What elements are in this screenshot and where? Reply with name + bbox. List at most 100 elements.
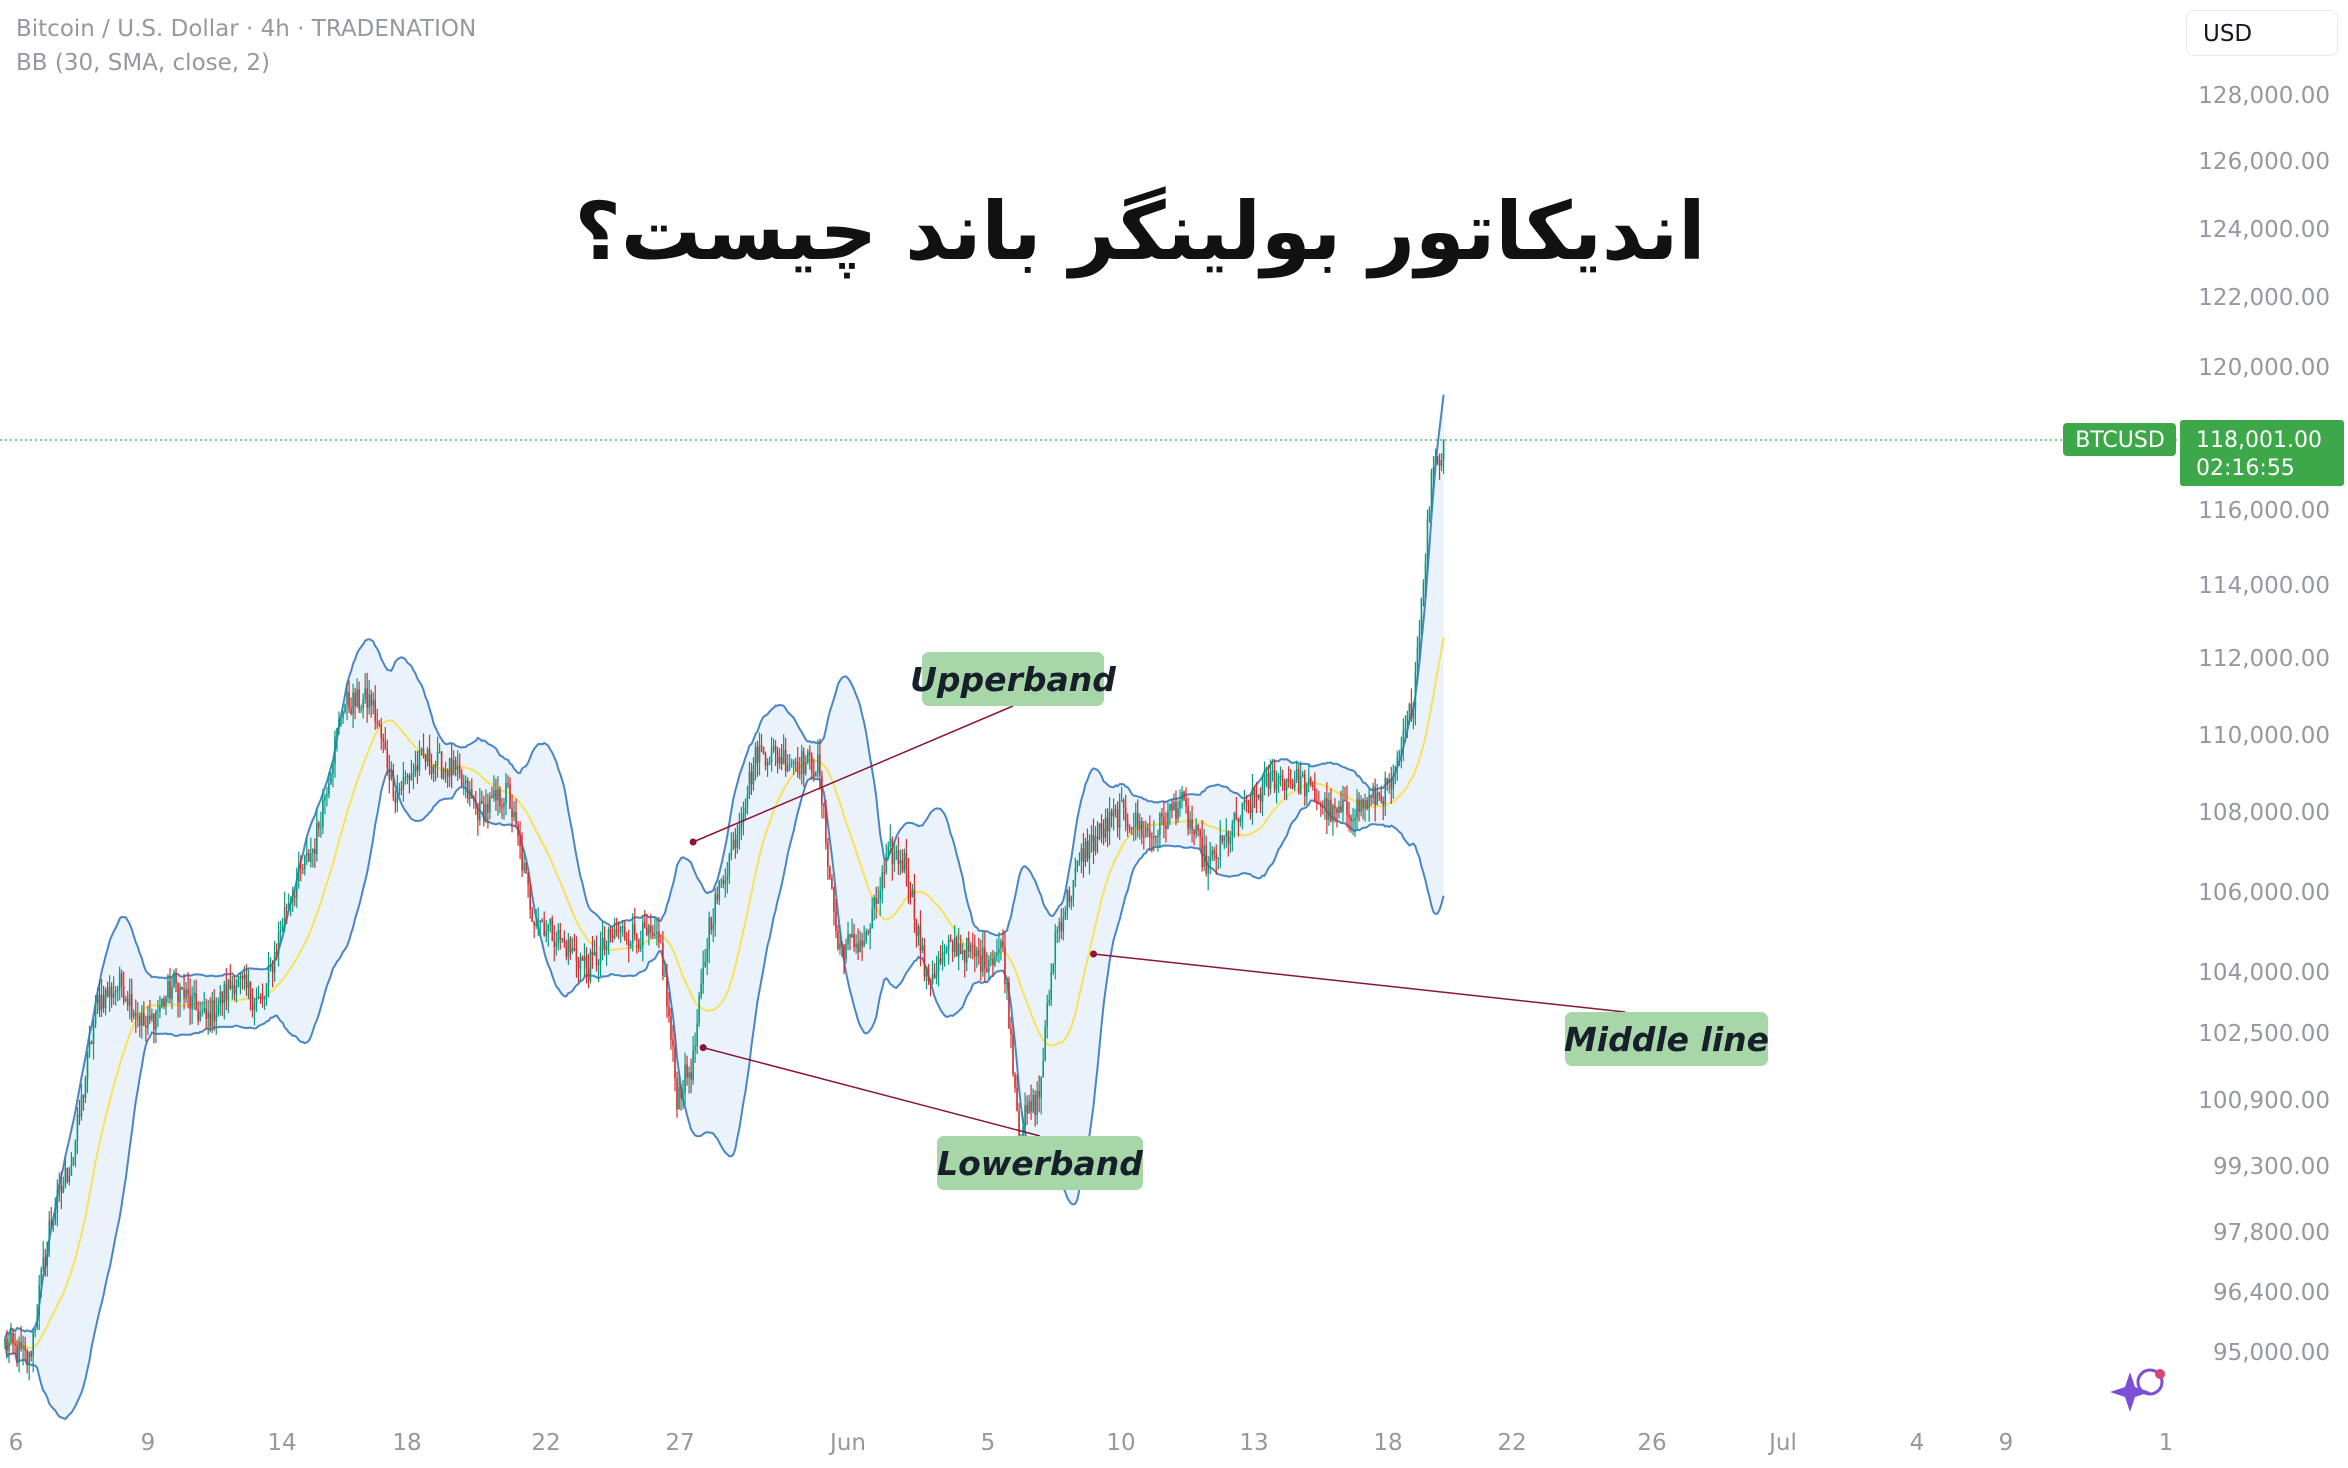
candle [738, 812, 741, 850]
candle [1418, 619, 1421, 660]
candle [1026, 1095, 1028, 1125]
price-tick-label: 124,000.00 [2198, 217, 2330, 243]
candle [1157, 829, 1159, 852]
candle [183, 973, 185, 1010]
candle [130, 978, 133, 1023]
candle [112, 976, 115, 1005]
candle [1130, 826, 1133, 836]
candle [322, 788, 324, 834]
candle [406, 772, 409, 785]
candle [927, 963, 930, 986]
assistant-sparkle-icon[interactable] [2110, 1368, 2165, 1412]
candle [446, 768, 449, 788]
candle [1044, 1019, 1047, 1062]
candle [593, 939, 596, 956]
candle [1263, 761, 1266, 796]
candle [100, 978, 103, 1017]
candle [815, 770, 817, 777]
candle [281, 917, 284, 932]
candle [90, 1040, 93, 1045]
candle [1155, 835, 1157, 846]
candle [60, 1171, 63, 1210]
candle [1392, 764, 1395, 799]
candle [905, 839, 908, 887]
annotation-label: Middle line [1564, 1020, 1769, 1059]
candle [368, 679, 370, 715]
candle [1318, 790, 1320, 805]
candle [1402, 718, 1405, 762]
candle [873, 894, 875, 921]
candle [1442, 438, 1445, 475]
plot-area: Upperband Lowerband Middle line [0, 394, 2180, 1421]
candle [615, 917, 618, 937]
time-axis[interactable]: 6 9 14 18 22 27 Jun 5 10 13 18 22 26 Jul 4 9 1 [9, 1430, 2174, 1456]
candle [1215, 844, 1218, 875]
candle [1134, 802, 1137, 841]
candle [1436, 455, 1439, 465]
candle [704, 948, 706, 968]
indicator-legend[interactable]: BB (30, SMA, close, 2) [16, 50, 270, 76]
candle [80, 1083, 83, 1121]
candle [503, 797, 505, 820]
candle [66, 1167, 69, 1184]
candle [1384, 771, 1387, 816]
candle [953, 925, 956, 958]
candle [293, 890, 296, 907]
candle [1259, 787, 1262, 814]
candle [1116, 801, 1119, 838]
candle [863, 925, 865, 948]
candles [0, 438, 2180, 1381]
candle [376, 708, 379, 729]
candle [1199, 828, 1201, 851]
candle [1084, 837, 1087, 867]
candle [718, 880, 721, 906]
candle [823, 802, 825, 819]
candle [356, 678, 358, 708]
price-tick-label: 97,800.00 [2213, 1220, 2330, 1246]
candle [1374, 778, 1376, 822]
basis-line [4, 636, 1445, 1350]
candle [1112, 798, 1115, 831]
price-axis[interactable]: 128,000.00 126,000.00 124,000.00 122,000.00… [2198, 83, 2330, 1366]
candle [585, 947, 588, 984]
symbol-description[interactable]: Bitcoin / U.S. Dollar · 4h · TRADENATION [16, 16, 477, 42]
candle [16, 1339, 18, 1367]
candle [1010, 1016, 1012, 1049]
candle [456, 750, 459, 782]
candle [957, 928, 960, 971]
candle [199, 1001, 201, 1022]
candle [1074, 857, 1077, 888]
candle [291, 886, 294, 913]
candle [28, 1351, 30, 1381]
candle [511, 794, 513, 833]
candle [217, 997, 220, 1017]
candle [44, 1248, 47, 1277]
candle [388, 755, 391, 794]
candle [297, 851, 300, 889]
candle [239, 972, 242, 995]
candle [895, 845, 898, 861]
currency-selector[interactable]: USD [2186, 10, 2338, 56]
candle [716, 886, 719, 905]
candle [841, 941, 843, 958]
candle [1350, 814, 1352, 833]
candle [310, 837, 312, 868]
candle [261, 983, 264, 1008]
candle [1161, 808, 1163, 826]
candle [277, 921, 280, 967]
candle [42, 1241, 45, 1272]
candle [664, 962, 666, 977]
candle [86, 1051, 89, 1093]
candle [1132, 812, 1135, 842]
candle [312, 848, 314, 868]
candle [565, 939, 568, 961]
candle [740, 806, 743, 841]
candle [849, 933, 851, 950]
candle [792, 759, 795, 776]
candle [686, 1055, 688, 1086]
candle [1213, 847, 1216, 861]
candle [507, 775, 509, 789]
candle [549, 918, 552, 933]
candle [54, 1197, 57, 1226]
